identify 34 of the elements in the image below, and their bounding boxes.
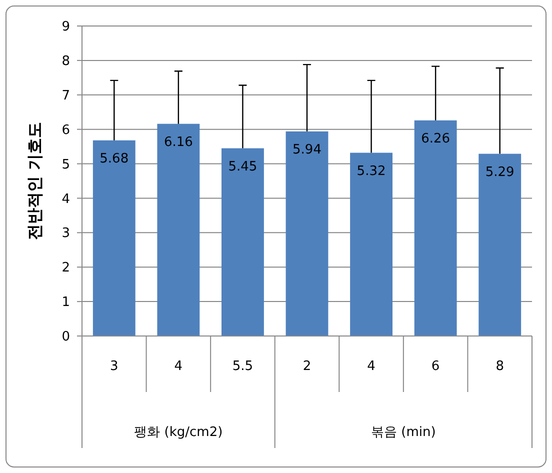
text: 볶음 (min)	[371, 425, 436, 440]
bar	[222, 148, 264, 336]
y-tick-label: 0	[62, 330, 70, 345]
y-tick-label: 1	[62, 295, 70, 310]
bar	[478, 154, 522, 336]
bar	[414, 120, 457, 336]
x-tick-label: 4	[174, 359, 183, 374]
y-tick-label: 7	[62, 88, 70, 104]
y-tick-label: 6	[62, 122, 70, 138]
data-label: 6.16	[164, 134, 193, 150]
bar	[92, 140, 136, 336]
y-axis-title: 전반적인 기호도	[25, 122, 44, 240]
x-tick-label: 4	[367, 359, 376, 374]
y-tick-label: 2	[62, 260, 70, 276]
data-label: 5.94	[292, 142, 322, 158]
data-label: 5.29	[485, 164, 514, 180]
x-tick-label: 2	[302, 359, 312, 374]
x-tick-label: 8	[496, 359, 504, 374]
x-tick-label: 6	[431, 359, 440, 374]
text: 팽화 (kg/cm2)	[134, 425, 223, 440]
data-label: 6.26	[421, 131, 450, 146]
bar	[286, 131, 328, 336]
x-tick-label: 5.5	[232, 359, 254, 374]
y-tick-label: 3	[62, 226, 70, 242]
bar	[157, 124, 200, 336]
data-label: 5.32	[356, 164, 386, 179]
y-tick-label: 5	[62, 157, 70, 172]
data-label: 5.45	[228, 159, 258, 174]
y-tick-label: 8	[62, 54, 70, 69]
x-tick-label: 3	[110, 359, 118, 374]
data-label: 5.68	[100, 151, 129, 166]
bar	[350, 152, 392, 336]
y-tick-label: 9	[62, 20, 70, 35]
y-tick-label: 4	[62, 192, 70, 207]
